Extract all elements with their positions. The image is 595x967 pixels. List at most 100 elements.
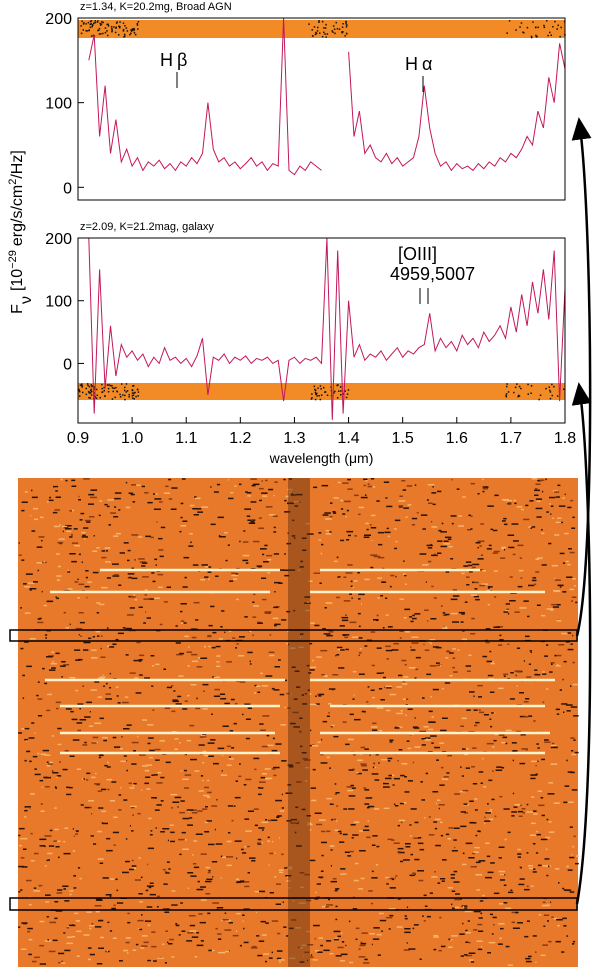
image-noise (499, 639, 504, 641)
image-noise (197, 508, 202, 510)
image-noise (180, 800, 185, 802)
image-noise (134, 559, 136, 561)
image-noise (202, 762, 205, 764)
image-noise (286, 935, 289, 937)
image-noise (428, 721, 436, 723)
image-noise (469, 800, 474, 802)
image-noise (299, 961, 305, 963)
image-noise (572, 845, 575, 848)
image-noise (503, 675, 506, 677)
image-strip-noise (543, 24, 545, 27)
image-noise (427, 547, 433, 549)
image-noise (131, 859, 134, 862)
image-noise (440, 945, 446, 948)
image-noise (405, 714, 407, 716)
image-background (18, 478, 578, 967)
image-noise (144, 769, 150, 772)
image-strip-noise (319, 398, 322, 401)
image-noise (448, 946, 453, 948)
image-noise (393, 842, 400, 844)
image-noise (485, 876, 492, 879)
image-noise (26, 879, 32, 882)
image-noise (340, 960, 345, 962)
image-noise (376, 500, 380, 502)
image-noise (296, 493, 303, 496)
image-noise (234, 702, 238, 705)
image-noise (336, 646, 343, 649)
image-noise (534, 489, 540, 492)
image-noise (44, 940, 52, 942)
image-strip-noise (86, 30, 88, 32)
image-noise (249, 857, 256, 859)
image-noise (102, 877, 109, 879)
image-noise (562, 917, 567, 920)
image-noise (475, 861, 481, 864)
image-noise (187, 694, 190, 697)
image-noise (501, 767, 505, 769)
image-noise (159, 555, 164, 558)
image-noise (557, 924, 560, 927)
image-noise (245, 830, 252, 832)
image-noise (55, 490, 58, 492)
image-strip-noise (136, 22, 139, 25)
image-noise (191, 653, 198, 656)
image-noise (404, 574, 407, 577)
image-noise (284, 867, 288, 869)
image-strip-noise (334, 32, 336, 35)
image-noise (447, 838, 451, 840)
image-noise (452, 621, 459, 623)
image-noise (351, 636, 359, 638)
image-noise (234, 796, 241, 799)
image-noise (530, 885, 534, 887)
image-strip-noise (505, 395, 508, 398)
image-noise (149, 834, 153, 836)
image-noise (447, 538, 452, 540)
image-noise (313, 924, 320, 927)
image-noise (458, 515, 462, 517)
image-noise (112, 563, 119, 565)
annotation: Hα (405, 54, 436, 74)
image-noise (74, 912, 79, 915)
image-noise (383, 782, 389, 785)
image-noise (574, 751, 579, 754)
image-noise (508, 502, 512, 504)
image-strip-noise (79, 390, 81, 393)
image-noise (210, 523, 216, 526)
image-noise (349, 621, 357, 624)
image-noise (196, 944, 204, 947)
image-noise (472, 566, 476, 569)
image-noise (571, 750, 574, 752)
image-noise (369, 524, 372, 526)
image-noise (89, 924, 95, 927)
image-noise (47, 852, 53, 855)
image-noise (523, 600, 529, 602)
image-noise (462, 922, 464, 925)
image-noise (394, 519, 401, 522)
image-noise (441, 522, 444, 525)
image-noise (405, 843, 411, 845)
image-strip-noise (553, 385, 555, 388)
image-noise (393, 803, 396, 806)
image-noise (247, 707, 252, 709)
image-noise (139, 674, 143, 676)
image-noise (429, 639, 436, 641)
image-noise (307, 689, 310, 691)
image-noise (470, 866, 477, 868)
image-noise (106, 950, 108, 952)
image-noise (153, 774, 158, 776)
image-noise (72, 828, 74, 830)
image-noise (488, 544, 492, 547)
image-noise (56, 597, 60, 600)
image-noise (254, 768, 257, 771)
image-strip-noise (313, 385, 316, 388)
image-noise (512, 553, 516, 556)
image-noise (420, 781, 423, 783)
image-noise (301, 808, 306, 811)
image-noise (528, 584, 535, 587)
image-noise (65, 479, 68, 482)
image-strip-noise (506, 383, 508, 385)
image-noise (345, 648, 349, 651)
image-noise (85, 576, 88, 579)
image-noise (523, 660, 525, 662)
x-tick-label: 1.8 (554, 430, 576, 447)
